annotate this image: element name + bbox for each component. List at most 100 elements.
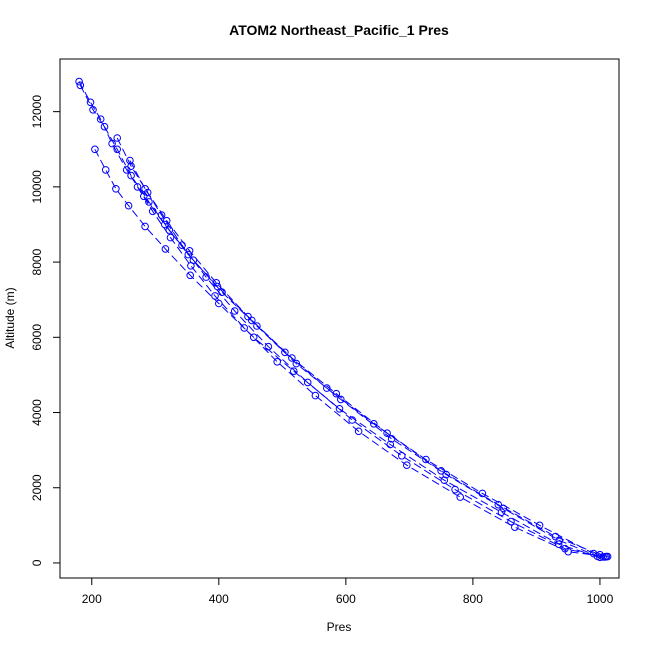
data-point <box>403 461 411 470</box>
series-group <box>126 156 607 561</box>
data-point <box>86 98 95 107</box>
x-tick-label: 800 <box>463 592 483 606</box>
data-point <box>100 122 109 131</box>
data-point <box>303 378 312 387</box>
data-point <box>89 106 97 114</box>
data-point <box>451 485 459 494</box>
data-point <box>230 307 239 315</box>
series-line <box>129 160 604 558</box>
data-point <box>127 171 135 180</box>
data-point <box>422 455 430 464</box>
data-point <box>602 552 611 561</box>
series-group <box>76 81 609 561</box>
y-axis: 0 2000 4000 6000 8000 10000 12000 <box>30 95 61 566</box>
data-point <box>75 77 83 86</box>
data-point <box>311 391 320 400</box>
data-point <box>288 354 296 362</box>
data-point <box>124 201 133 210</box>
data-point <box>166 233 175 242</box>
data-point <box>143 188 152 197</box>
data-point <box>184 250 193 259</box>
data-point <box>133 183 142 191</box>
data-point <box>140 192 148 201</box>
data-point <box>589 549 598 558</box>
y-tick-label: 10000 <box>30 170 44 204</box>
data-point <box>91 145 99 154</box>
data-point <box>76 81 85 90</box>
series-line <box>137 186 607 558</box>
data-point <box>249 333 258 342</box>
data-point <box>497 508 506 517</box>
data-point <box>348 416 357 424</box>
data-point <box>113 134 121 142</box>
data-point <box>122 166 131 174</box>
x-axis-label: Pres <box>327 620 352 634</box>
data-point <box>218 288 226 297</box>
data-point <box>248 316 256 325</box>
chart-title: ATOM2 Northeast_Pacific_1 Pres <box>229 22 449 38</box>
data-point <box>161 245 170 253</box>
data-point <box>186 271 194 280</box>
series-group <box>113 134 598 558</box>
data-point <box>398 452 406 460</box>
data-point <box>456 493 465 501</box>
series-line <box>94 149 601 558</box>
x-tick-label: 400 <box>209 592 229 606</box>
y-tick-label: 6000 <box>30 324 44 351</box>
data-point <box>112 185 120 193</box>
data-point <box>370 420 378 428</box>
data-point <box>253 322 261 330</box>
data-point <box>273 358 282 366</box>
series-line <box>79 85 606 558</box>
data-point <box>535 521 544 530</box>
data-point <box>162 216 171 225</box>
data-point <box>323 384 331 392</box>
y-tick-label: 0 <box>30 559 44 566</box>
data-point <box>354 427 363 436</box>
data-point <box>281 348 289 357</box>
data-point <box>555 536 564 545</box>
series-line <box>78 81 608 558</box>
data-point <box>148 207 157 216</box>
series-layer <box>75 77 612 562</box>
x-tick-label: 1000 <box>587 592 614 606</box>
data-point <box>212 279 221 287</box>
data-point <box>244 312 252 321</box>
data-point <box>157 211 166 219</box>
data-point <box>290 367 298 376</box>
data-point <box>145 198 153 206</box>
series-line <box>116 137 594 555</box>
y-axis-label: Altitude (m) <box>3 287 17 348</box>
series-group <box>91 145 604 562</box>
data-point <box>335 405 344 413</box>
x-axis: 200 400 600 800 1000 <box>82 577 614 606</box>
data-point <box>337 395 345 404</box>
plot-frame <box>59 58 620 579</box>
data-point <box>478 489 487 498</box>
data-point <box>202 273 210 281</box>
data-point <box>494 500 503 509</box>
data-point <box>383 429 391 438</box>
data-point <box>141 222 149 231</box>
data-point <box>292 359 301 368</box>
x-tick-label: 600 <box>336 592 356 606</box>
data-point <box>264 342 273 351</box>
series-group <box>75 77 612 561</box>
y-tick-label: 8000 <box>30 248 44 275</box>
y-tick-label: 4000 <box>30 399 44 426</box>
data-point <box>113 145 121 154</box>
data-point <box>187 262 195 270</box>
data-point <box>599 553 607 561</box>
y-tick-label: 2000 <box>30 474 44 501</box>
series-group <box>133 183 611 561</box>
data-point <box>185 247 194 255</box>
y-tick-label: 12000 <box>30 95 44 129</box>
data-point <box>240 324 248 332</box>
data-point <box>211 292 219 300</box>
data-point <box>101 166 110 174</box>
data-point <box>511 523 519 532</box>
data-point <box>96 115 105 123</box>
x-tick-label: 200 <box>82 592 102 606</box>
data-point <box>127 162 135 170</box>
